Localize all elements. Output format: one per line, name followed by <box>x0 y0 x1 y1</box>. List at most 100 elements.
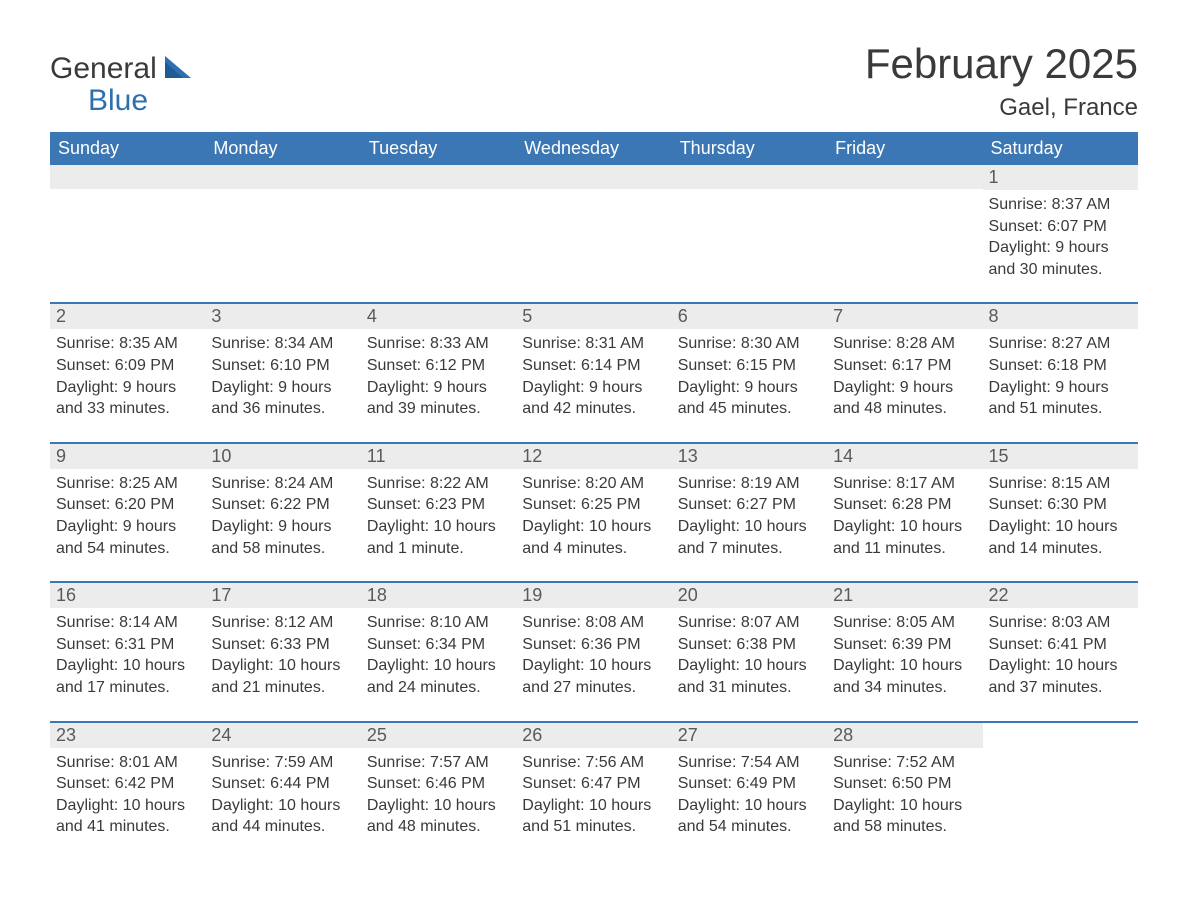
daylight-line: Daylight: 10 hours and 48 minutes. <box>367 795 510 838</box>
day-details: Sunrise: 8:10 AMSunset: 6:34 PMDaylight:… <box>361 608 516 698</box>
location: Gael, France <box>865 94 1138 122</box>
calendar-cell: 26Sunrise: 7:56 AMSunset: 6:47 PMDayligh… <box>516 722 671 860</box>
daylight-line: Daylight: 10 hours and 11 minutes. <box>833 516 976 559</box>
daylight-line: Daylight: 10 hours and 1 minute. <box>367 516 510 559</box>
calendar-cell: 9Sunrise: 8:25 AMSunset: 6:20 PMDaylight… <box>50 443 205 582</box>
title-block: February 2025 Gael, France <box>865 40 1138 122</box>
sunset-line: Sunset: 6:25 PM <box>522 494 665 516</box>
sunset-line: Sunset: 6:33 PM <box>211 634 354 656</box>
sunset-line: Sunset: 6:47 PM <box>522 773 665 795</box>
day-details: Sunrise: 8:22 AMSunset: 6:23 PMDaylight:… <box>361 469 516 559</box>
logo-word2: Blue <box>88 85 191 117</box>
day-details: Sunrise: 8:28 AMSunset: 6:17 PMDaylight:… <box>827 329 982 419</box>
daylight-line: Daylight: 10 hours and 58 minutes. <box>833 795 976 838</box>
day-details: Sunrise: 8:24 AMSunset: 6:22 PMDaylight:… <box>205 469 360 559</box>
calendar-cell: 6Sunrise: 8:30 AMSunset: 6:15 PMDaylight… <box>672 303 827 442</box>
sunset-line: Sunset: 6:28 PM <box>833 494 976 516</box>
daylight-line: Daylight: 10 hours and 51 minutes. <box>522 795 665 838</box>
sunrise-line: Sunrise: 8:22 AM <box>367 473 510 495</box>
calendar-cell: 11Sunrise: 8:22 AMSunset: 6:23 PMDayligh… <box>361 443 516 582</box>
sunrise-line: Sunrise: 7:54 AM <box>678 752 821 774</box>
day-number: 6 <box>672 304 827 329</box>
sunrise-line: Sunrise: 8:03 AM <box>989 612 1132 634</box>
sunrise-line: Sunrise: 8:31 AM <box>522 333 665 355</box>
sunset-line: Sunset: 6:17 PM <box>833 355 976 377</box>
day-details: Sunrise: 8:25 AMSunset: 6:20 PMDaylight:… <box>50 469 205 559</box>
daylight-line: Daylight: 10 hours and 7 minutes. <box>678 516 821 559</box>
day-number: 24 <box>205 723 360 748</box>
calendar-cell: 10Sunrise: 8:24 AMSunset: 6:22 PMDayligh… <box>205 443 360 582</box>
day-details: Sunrise: 8:15 AMSunset: 6:30 PMDaylight:… <box>983 469 1138 559</box>
calendar-week: 9Sunrise: 8:25 AMSunset: 6:20 PMDaylight… <box>50 443 1138 582</box>
day-number: 28 <box>827 723 982 748</box>
sunrise-line: Sunrise: 8:25 AM <box>56 473 199 495</box>
sunrise-line: Sunrise: 8:19 AM <box>678 473 821 495</box>
calendar-week: 23Sunrise: 8:01 AMSunset: 6:42 PMDayligh… <box>50 722 1138 860</box>
day-number: 19 <box>516 583 671 608</box>
day-details: Sunrise: 8:27 AMSunset: 6:18 PMDaylight:… <box>983 329 1138 419</box>
sunrise-line: Sunrise: 8:12 AM <box>211 612 354 634</box>
calendar-cell: 28Sunrise: 7:52 AMSunset: 6:50 PMDayligh… <box>827 722 982 860</box>
header: General Blue February 2025 Gael, France <box>50 40 1138 122</box>
day-details: Sunrise: 8:03 AMSunset: 6:41 PMDaylight:… <box>983 608 1138 698</box>
logo: General Blue <box>50 50 191 116</box>
day-number: 9 <box>50 444 205 469</box>
daylight-line: Daylight: 10 hours and 21 minutes. <box>211 655 354 698</box>
day-details: Sunrise: 7:57 AMSunset: 6:46 PMDaylight:… <box>361 748 516 838</box>
day-number: 13 <box>672 444 827 469</box>
daylight-line: Daylight: 10 hours and 54 minutes. <box>678 795 821 838</box>
day-header: Sunday <box>50 132 205 165</box>
day-details: Sunrise: 8:31 AMSunset: 6:14 PMDaylight:… <box>516 329 671 419</box>
sunrise-line: Sunrise: 8:07 AM <box>678 612 821 634</box>
sunset-line: Sunset: 6:42 PM <box>56 773 199 795</box>
calendar-cell: 5Sunrise: 8:31 AMSunset: 6:14 PMDaylight… <box>516 303 671 442</box>
daylight-line: Daylight: 9 hours and 30 minutes. <box>989 237 1132 280</box>
day-details: Sunrise: 7:59 AMSunset: 6:44 PMDaylight:… <box>205 748 360 838</box>
day-details: Sunrise: 7:56 AMSunset: 6:47 PMDaylight:… <box>516 748 671 838</box>
calendar-cell <box>50 165 205 303</box>
day-number: 26 <box>516 723 671 748</box>
day-number: 11 <box>361 444 516 469</box>
calendar-cell: 19Sunrise: 8:08 AMSunset: 6:36 PMDayligh… <box>516 582 671 721</box>
sunrise-line: Sunrise: 8:37 AM <box>989 194 1132 216</box>
calendar-cell: 27Sunrise: 7:54 AMSunset: 6:49 PMDayligh… <box>672 722 827 860</box>
calendar-week: 1Sunrise: 8:37 AMSunset: 6:07 PMDaylight… <box>50 165 1138 303</box>
logo-flag-icon <box>165 56 191 78</box>
sunrise-line: Sunrise: 8:17 AM <box>833 473 976 495</box>
day-number: 17 <box>205 583 360 608</box>
empty-day <box>827 165 982 189</box>
daylight-line: Daylight: 9 hours and 42 minutes. <box>522 377 665 420</box>
sunset-line: Sunset: 6:50 PM <box>833 773 976 795</box>
daylight-line: Daylight: 9 hours and 54 minutes. <box>56 516 199 559</box>
sunrise-line: Sunrise: 7:57 AM <box>367 752 510 774</box>
day-details: Sunrise: 8:12 AMSunset: 6:33 PMDaylight:… <box>205 608 360 698</box>
calendar-table: SundayMondayTuesdayWednesdayThursdayFrid… <box>50 132 1138 860</box>
day-header: Friday <box>827 132 982 165</box>
day-number: 25 <box>361 723 516 748</box>
sunset-line: Sunset: 6:44 PM <box>211 773 354 795</box>
daylight-line: Daylight: 9 hours and 58 minutes. <box>211 516 354 559</box>
day-details: Sunrise: 8:19 AMSunset: 6:27 PMDaylight:… <box>672 469 827 559</box>
day-details: Sunrise: 8:01 AMSunset: 6:42 PMDaylight:… <box>50 748 205 838</box>
day-details: Sunrise: 8:37 AMSunset: 6:07 PMDaylight:… <box>983 190 1138 280</box>
calendar-week: 16Sunrise: 8:14 AMSunset: 6:31 PMDayligh… <box>50 582 1138 721</box>
daylight-line: Daylight: 10 hours and 41 minutes. <box>56 795 199 838</box>
calendar-cell <box>361 165 516 303</box>
day-number: 20 <box>672 583 827 608</box>
calendar-body: 1Sunrise: 8:37 AMSunset: 6:07 PMDaylight… <box>50 165 1138 860</box>
daylight-line: Daylight: 9 hours and 51 minutes. <box>989 377 1132 420</box>
day-number: 14 <box>827 444 982 469</box>
calendar-cell: 1Sunrise: 8:37 AMSunset: 6:07 PMDaylight… <box>983 165 1138 303</box>
sunrise-line: Sunrise: 8:08 AM <box>522 612 665 634</box>
daylight-line: Daylight: 10 hours and 31 minutes. <box>678 655 821 698</box>
daylight-line: Daylight: 10 hours and 24 minutes. <box>367 655 510 698</box>
day-details: Sunrise: 7:52 AMSunset: 6:50 PMDaylight:… <box>827 748 982 838</box>
calendar-week: 2Sunrise: 8:35 AMSunset: 6:09 PMDaylight… <box>50 303 1138 442</box>
calendar-cell: 14 Sunrise: 8:17 AMSunset: 6:28 PMDayligh… <box>827 443 982 582</box>
day-number: 5 <box>516 304 671 329</box>
calendar-cell: 7Sunrise: 8:28 AMSunset: 6:17 PMDaylight… <box>827 303 982 442</box>
sunrise-line: Sunrise: 8:35 AM <box>56 333 199 355</box>
day-header: Saturday <box>983 132 1138 165</box>
day-header: Tuesday <box>361 132 516 165</box>
sunset-line: Sunset: 6:31 PM <box>56 634 199 656</box>
